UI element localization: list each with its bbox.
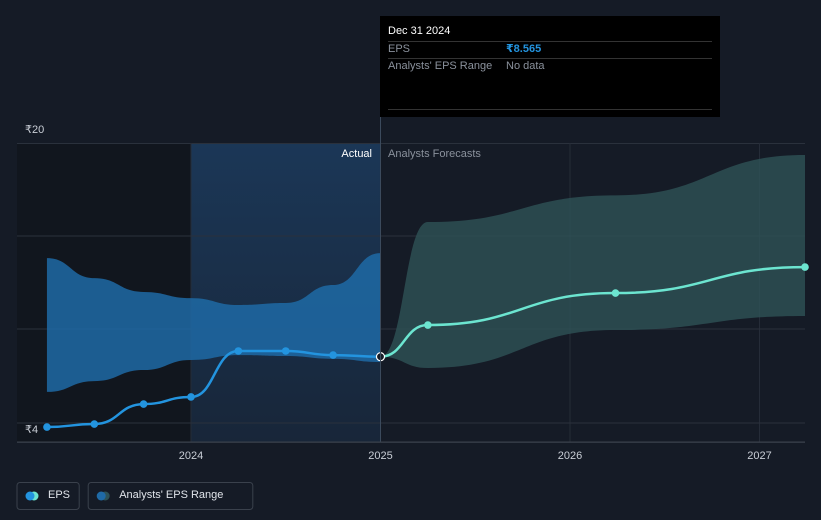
eps-point <box>329 351 337 359</box>
eps-point <box>234 347 243 355</box>
legend-item[interactable]: EPS <box>16 482 80 510</box>
legend-button[interactable] <box>16 482 80 510</box>
x-tick-label: 2026 <box>558 450 582 462</box>
tooltip: Dec 31 2024 EPS ₹8.565 Analysts' EPS Ran… <box>380 16 720 117</box>
tooltip-eps-value: ₹8.565 <box>506 43 541 55</box>
eps-point <box>801 263 809 271</box>
tooltip-eps-label: EPS <box>388 43 410 55</box>
tooltip-range-value: No data <box>506 60 545 72</box>
eps-point <box>611 289 620 297</box>
tooltip-date: Dec 31 2024 <box>388 25 450 37</box>
y-tick-label: ₹20 <box>25 124 44 136</box>
legend-swatch <box>96 491 106 501</box>
eps-line-forecast <box>380 265 806 358</box>
eps-point <box>424 321 432 329</box>
eps-point <box>90 420 99 428</box>
actual-label: Actual <box>341 148 372 160</box>
eps-point <box>43 423 51 431</box>
tooltip-range-label: Analysts' EPS Range <box>388 60 492 72</box>
eps-point <box>281 347 290 355</box>
forecast-label: Analysts Forecasts <box>388 148 481 160</box>
legend-label: Analysts' EPS Range <box>119 489 223 501</box>
range-area-forecast <box>380 154 805 368</box>
x-tick-label: 2024 <box>179 450 203 462</box>
legend-item[interactable]: Analysts' EPS Range <box>87 482 254 510</box>
eps-point <box>187 393 195 401</box>
legend-button[interactable] <box>87 482 254 510</box>
tooltip-box <box>380 16 720 117</box>
x-tick-label: 2027 <box>747 450 771 462</box>
legend-label: EPS <box>48 489 70 501</box>
y-tick-label: ₹4 <box>25 424 38 436</box>
x-tick-label: 2025 <box>368 450 392 462</box>
eps-point <box>139 400 148 408</box>
range-area-actual <box>46 253 381 392</box>
eps-line-actual <box>46 349 381 429</box>
legend-swatch <box>25 491 35 501</box>
